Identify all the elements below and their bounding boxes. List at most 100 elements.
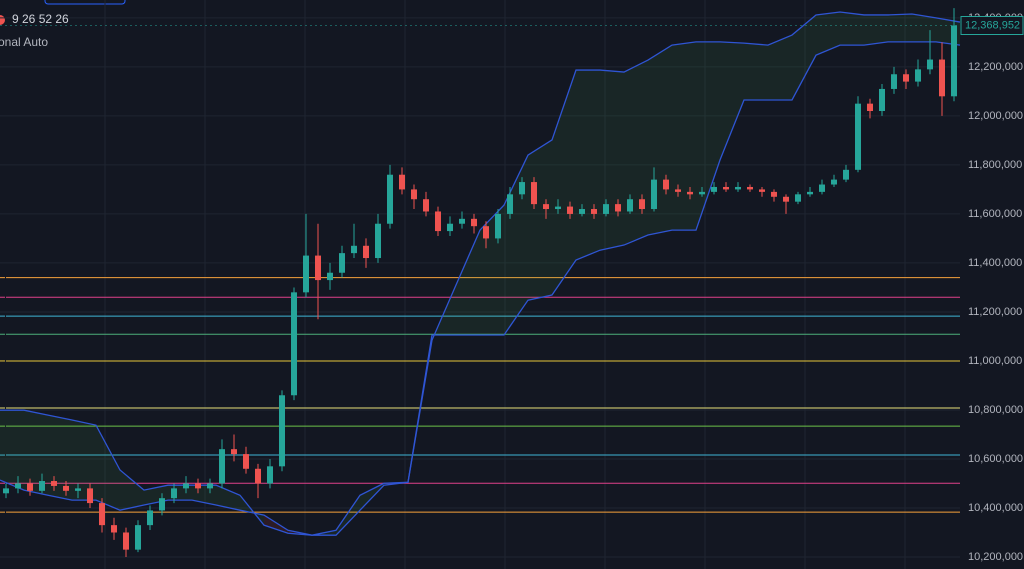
cloud-fill — [720, 41, 744, 161]
candle-body — [99, 503, 105, 526]
candle-body — [891, 74, 897, 89]
candle-body — [651, 179, 657, 210]
candle-body — [627, 199, 633, 212]
candle-body — [843, 169, 849, 180]
candle-body — [495, 213, 501, 239]
candle-body — [831, 179, 837, 185]
candle-body — [723, 186, 729, 190]
cloud-fill — [552, 70, 576, 296]
candle-body — [591, 209, 597, 214]
candle-body — [483, 226, 489, 239]
y-tick-label: 11,600,000 — [968, 208, 1022, 220]
candle-body — [735, 186, 741, 190]
candle-body — [135, 525, 141, 550]
candle-body — [867, 103, 873, 112]
candle-body — [171, 488, 177, 499]
cloud-fill — [528, 139, 552, 301]
candle-body — [243, 454, 249, 469]
cloud-fill — [888, 13, 912, 42]
cloud-fill — [840, 12, 864, 46]
candle-body — [399, 174, 405, 190]
candle-body — [327, 272, 333, 281]
candle-body — [951, 25, 957, 97]
candle-body — [879, 88, 885, 112]
y-tick-label: 12,000,000 — [968, 110, 1023, 122]
candle-body — [687, 191, 693, 195]
candle-body — [555, 206, 561, 210]
candle-body — [423, 199, 429, 212]
candle-body — [291, 292, 297, 396]
candle-body — [183, 483, 189, 489]
cloud-fill — [336, 495, 360, 536]
candle-body — [159, 498, 165, 511]
candle-body — [507, 194, 513, 214]
candle-body — [15, 483, 21, 489]
y-tick-label: 11,200,000 — [968, 306, 1022, 318]
y-tick-label: 10,800,000 — [968, 404, 1023, 416]
candle-body — [435, 211, 441, 232]
candle-body — [471, 218, 477, 227]
cloud-fill — [120, 470, 144, 511]
candle-body — [855, 103, 861, 170]
candle-body — [411, 189, 417, 200]
candle-body — [255, 468, 261, 484]
candle-body — [219, 449, 225, 484]
y-tick-label: 11,000,000 — [968, 355, 1022, 367]
candle-body — [63, 485, 69, 491]
candle-body — [3, 488, 9, 494]
candle-body — [27, 483, 33, 491]
candle-body — [663, 179, 669, 190]
candles — [3, 8, 957, 557]
candle-body — [519, 182, 525, 195]
candle-body — [267, 466, 273, 484]
candle-body — [363, 245, 369, 259]
cloud-fill — [600, 70, 624, 251]
candle-body — [915, 69, 921, 82]
candle-body — [711, 186, 717, 192]
cloud-fill — [624, 60, 648, 246]
cloud-fill — [672, 41, 696, 231]
candle-body — [195, 483, 201, 489]
toolbar-button[interactable] — [44, 0, 126, 5]
candle-body — [771, 191, 777, 197]
last-price-box — [960, 15, 1024, 35]
candle-body — [795, 194, 801, 202]
cloud-fill — [768, 35, 792, 100]
y-tick-label: 12,200,000 — [968, 61, 1023, 73]
cloud-fill — [864, 14, 888, 46]
cloud-fill — [456, 230, 480, 335]
candle-body — [819, 184, 825, 192]
candle-body — [231, 449, 237, 455]
price-axis: 10,200,000 10,400,000 10,600,000 10,800,000… — [0, 12, 1024, 563]
cloud-fill — [912, 13, 936, 42]
cloud-fill — [216, 485, 240, 511]
candle-body — [927, 59, 933, 70]
candle-body — [303, 255, 309, 293]
y-tick-label: 10,400,000 — [968, 502, 1023, 514]
y-tick-label: 10,600,000 — [968, 453, 1023, 465]
candle-body — [315, 255, 321, 281]
cloud-fill — [744, 43, 768, 100]
candle-body — [615, 204, 621, 212]
y-tick-label: 10,200,000 — [968, 551, 1023, 563]
candle-body — [603, 204, 609, 214]
candle-body — [123, 532, 129, 550]
cloud-fill — [0, 410, 24, 491]
candle-body — [807, 191, 813, 195]
candle-body — [51, 481, 57, 486]
candle-body — [75, 488, 81, 491]
candle-body — [387, 174, 393, 224]
candle-body — [207, 483, 213, 489]
candle-body — [111, 525, 117, 533]
cloud-fill — [96, 425, 120, 511]
candle-body — [459, 218, 465, 224]
grid — [0, 0, 960, 569]
y-tick-label: 11,400,000 — [968, 257, 1022, 269]
candle-body — [543, 204, 549, 210]
candle-body — [447, 223, 453, 232]
y-tick-label: 11,800,000 — [968, 159, 1022, 171]
candle-body — [939, 59, 945, 97]
scale-mode: onal Auto — [0, 35, 48, 49]
